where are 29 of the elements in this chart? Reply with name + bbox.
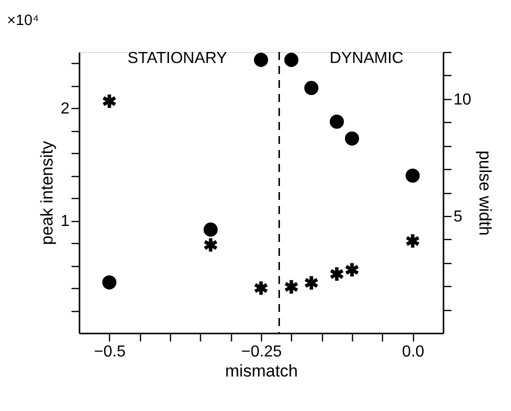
point [406, 168, 420, 183]
point [204, 222, 218, 237]
point [284, 52, 298, 67]
point [253, 280, 269, 296]
point [330, 114, 344, 129]
x-axis-title: mismatch [225, 362, 298, 380]
point [405, 232, 420, 250]
point [102, 275, 116, 290]
annotation: STATIONARY [127, 50, 228, 67]
point [102, 92, 117, 110]
text: ×10⁴ [7, 12, 39, 29]
x-tick-label: 0.0 [402, 344, 424, 360]
point [284, 278, 299, 296]
point [344, 131, 360, 146]
annotation: DYNAMIC [330, 50, 404, 67]
y2-axis-title: pulse width [475, 150, 494, 236]
y-tick-label: 1 [60, 213, 70, 230]
point [304, 274, 319, 292]
y-tick-label: 2 [60, 100, 70, 118]
y-axis-title: peak intensity [38, 140, 57, 245]
x-tick-label: −0.5 [94, 344, 126, 360]
point [329, 266, 344, 282]
point [254, 52, 268, 67]
point [344, 261, 360, 278]
y2-tick-label: 10 [454, 91, 472, 108]
x-tick-label: −0.25 [241, 344, 282, 360]
point [203, 236, 218, 254]
point [304, 80, 318, 96]
y2-tick-label: 5 [454, 208, 462, 226]
